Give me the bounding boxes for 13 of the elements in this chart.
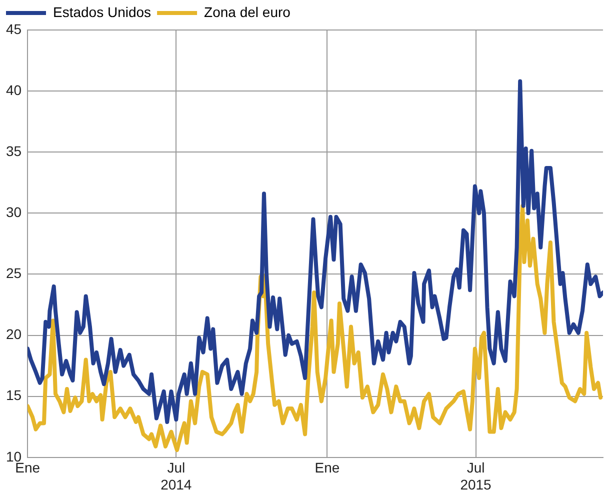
y-tick-label: 35 (6, 142, 22, 159)
y-tick-label: 10 (6, 448, 22, 464)
x-tick-label: Ene (314, 460, 340, 476)
y-tick-label: 30 (6, 204, 22, 220)
y-tick-label: 40 (6, 82, 22, 98)
y-tick-label: 45 (6, 20, 22, 37)
y-tick-label: 15 (6, 387, 22, 404)
x-tick-label: Jul 2014 (160, 460, 192, 492)
y-tick-label: 20 (6, 326, 22, 342)
legend-label: Estados Unidos (53, 4, 152, 20)
x-tick-label: Jul 2015 (460, 460, 492, 492)
legend-label: Zona del euro (204, 4, 291, 20)
y-tick-label: 25 (6, 265, 22, 282)
